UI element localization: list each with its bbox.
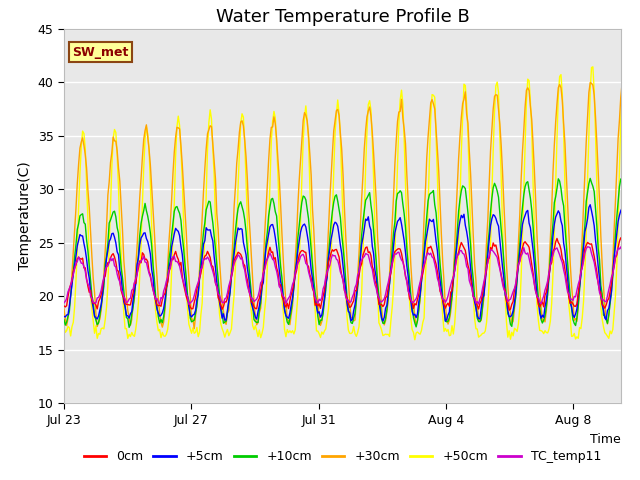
Text: SW_met: SW_met (72, 46, 129, 59)
Title: Water Temperature Profile B: Water Temperature Profile B (216, 8, 469, 26)
Y-axis label: Temperature(C): Temperature(C) (18, 162, 32, 270)
Text: Time: Time (590, 433, 621, 446)
Legend: 0cm, +5cm, +10cm, +30cm, +50cm, TC_temp11: 0cm, +5cm, +10cm, +30cm, +50cm, TC_temp1… (79, 445, 606, 468)
